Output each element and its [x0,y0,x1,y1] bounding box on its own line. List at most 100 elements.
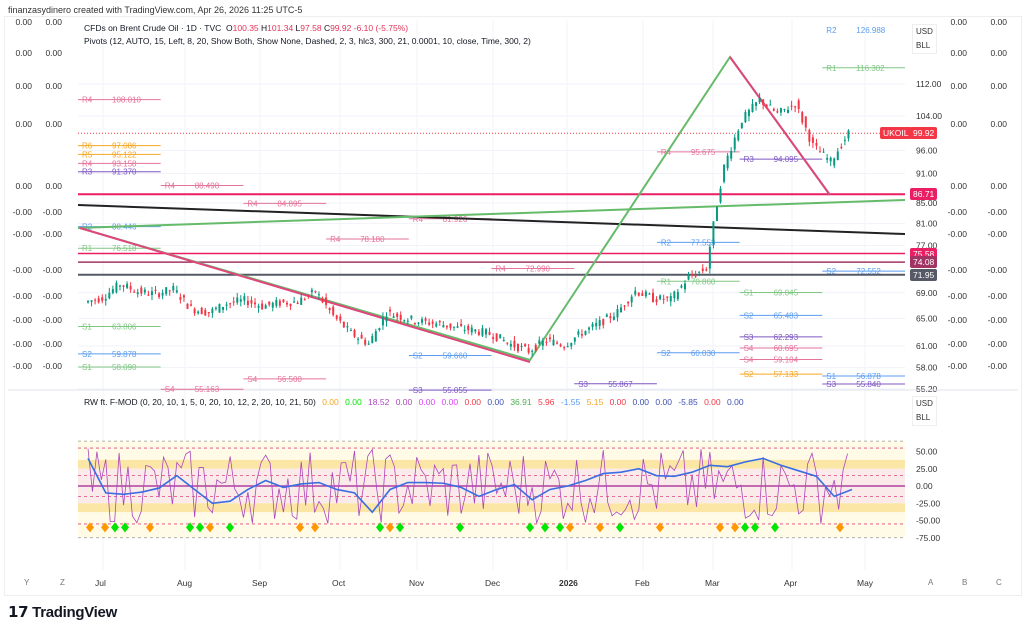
candle [811,137,814,143]
candle [762,99,765,105]
candle [797,100,800,109]
high-value: 101.34 [267,23,294,33]
candle [474,329,477,332]
candle [787,109,790,113]
pivot-level-label: S3 [578,380,588,389]
candle [683,283,686,290]
corner-button[interactable]: Y [24,578,30,587]
high-label: H [261,23,268,33]
pivot-value-label: 88.498 [195,182,220,191]
pivot-level-label: S2 [413,351,423,360]
pivot-level-label: R4 [413,215,424,224]
candle [413,323,416,325]
pivots-indicator-legend[interactable]: Pivots (12, AUTO, 15, Left, 8, 20, Show … [84,36,531,46]
price-axis-label: 85.00 [916,198,938,208]
candle [534,344,537,351]
pivot-level-label: R1 [82,244,93,253]
candle [364,339,367,345]
candle [360,334,363,339]
pivot-level-label: R1 [826,64,837,73]
corner-button[interactable]: Z [60,578,65,587]
pivot-value-label: 81.926 [443,215,468,224]
currency-unit[interactable]: USD BLL [912,24,937,54]
price-badge: 86.71 [910,188,938,201]
signal-diamond [311,522,319,533]
candle [403,320,406,322]
candle [136,292,139,295]
candle [381,317,384,326]
osc-value: 5.96 [537,397,555,407]
candle [118,285,121,287]
osc-value: 36.91 [510,397,532,407]
candle [676,291,679,300]
candle [730,151,733,159]
pivot-level-label: R4 [165,182,176,191]
signal-diamond [111,522,119,533]
candle [715,206,718,222]
signal-diamond [386,522,394,533]
pivot-level-label: S2 [82,350,92,359]
candle [477,331,480,335]
price-axis-label: 69.00 [916,288,938,298]
signal-diamond [751,522,759,533]
pivot-value-label: 59.660 [443,351,468,360]
osc-value: 0.00 [487,397,504,407]
oscillator-legend[interactable]: RW ft. F-MOD (0, 20, 10, 1, 5, 0, 20, 10… [84,397,752,407]
osc-value: 0.00 [655,397,672,407]
oscillator-unit[interactable]: USD BLL [912,396,937,426]
pivot-level-label: R3 [82,168,93,177]
pivot-value-label: 60.695 [774,344,799,353]
corner-button[interactable]: A [928,578,934,587]
candle [236,297,239,303]
right-scale-value: 0.00 [990,81,1007,91]
candle [829,157,832,162]
candle [790,105,793,107]
candle [275,300,278,306]
candle [303,299,306,301]
candle [591,323,594,328]
candle [666,296,669,298]
candle [566,346,569,348]
candle [484,329,487,335]
candle [648,293,651,295]
candle [289,303,292,307]
candle [719,188,722,203]
candle [662,298,665,300]
candle [317,294,320,296]
candle [115,282,118,293]
candle [385,316,388,322]
left-scale-value: -0.00 [12,265,32,275]
right-scale-value: -0.00 [947,291,967,301]
candle [421,319,424,323]
candle [463,329,466,331]
price-badge: 71.95 [910,268,938,281]
candle [282,299,285,303]
candle [531,350,534,352]
right-scale-value: -0.00 [987,229,1007,239]
price-axis-label: 58.00 [916,363,938,373]
corner-button[interactable]: C [996,578,1002,587]
tradingview-logo[interactable]: 𝟭𝟳 TradingView [8,604,117,621]
candle [605,314,608,317]
osc-value: 0.00 [345,397,362,407]
corner-button[interactable]: B [962,578,968,587]
change-value: -6.10 (-5.75%) [353,23,409,33]
osc-axis-label: -25.00 [916,498,940,508]
candle [293,301,296,303]
candle [417,322,420,324]
price-badge: 74.08 [910,256,938,269]
pivot-value-label: 91.370 [112,168,137,177]
osc-value: 0.00 [418,397,436,407]
pivot-level-label: R2 [661,238,672,247]
pivot-level-label: S4 [744,344,754,353]
candle [158,293,161,298]
pivot-value-label: 70.860 [691,277,716,286]
pivot-value-label: 72.990 [526,265,551,274]
candle [239,299,242,302]
candle [246,300,249,306]
candle [300,297,303,305]
candle [570,343,573,347]
left-scale-value: 0.00 [45,181,62,191]
candle [371,335,374,344]
